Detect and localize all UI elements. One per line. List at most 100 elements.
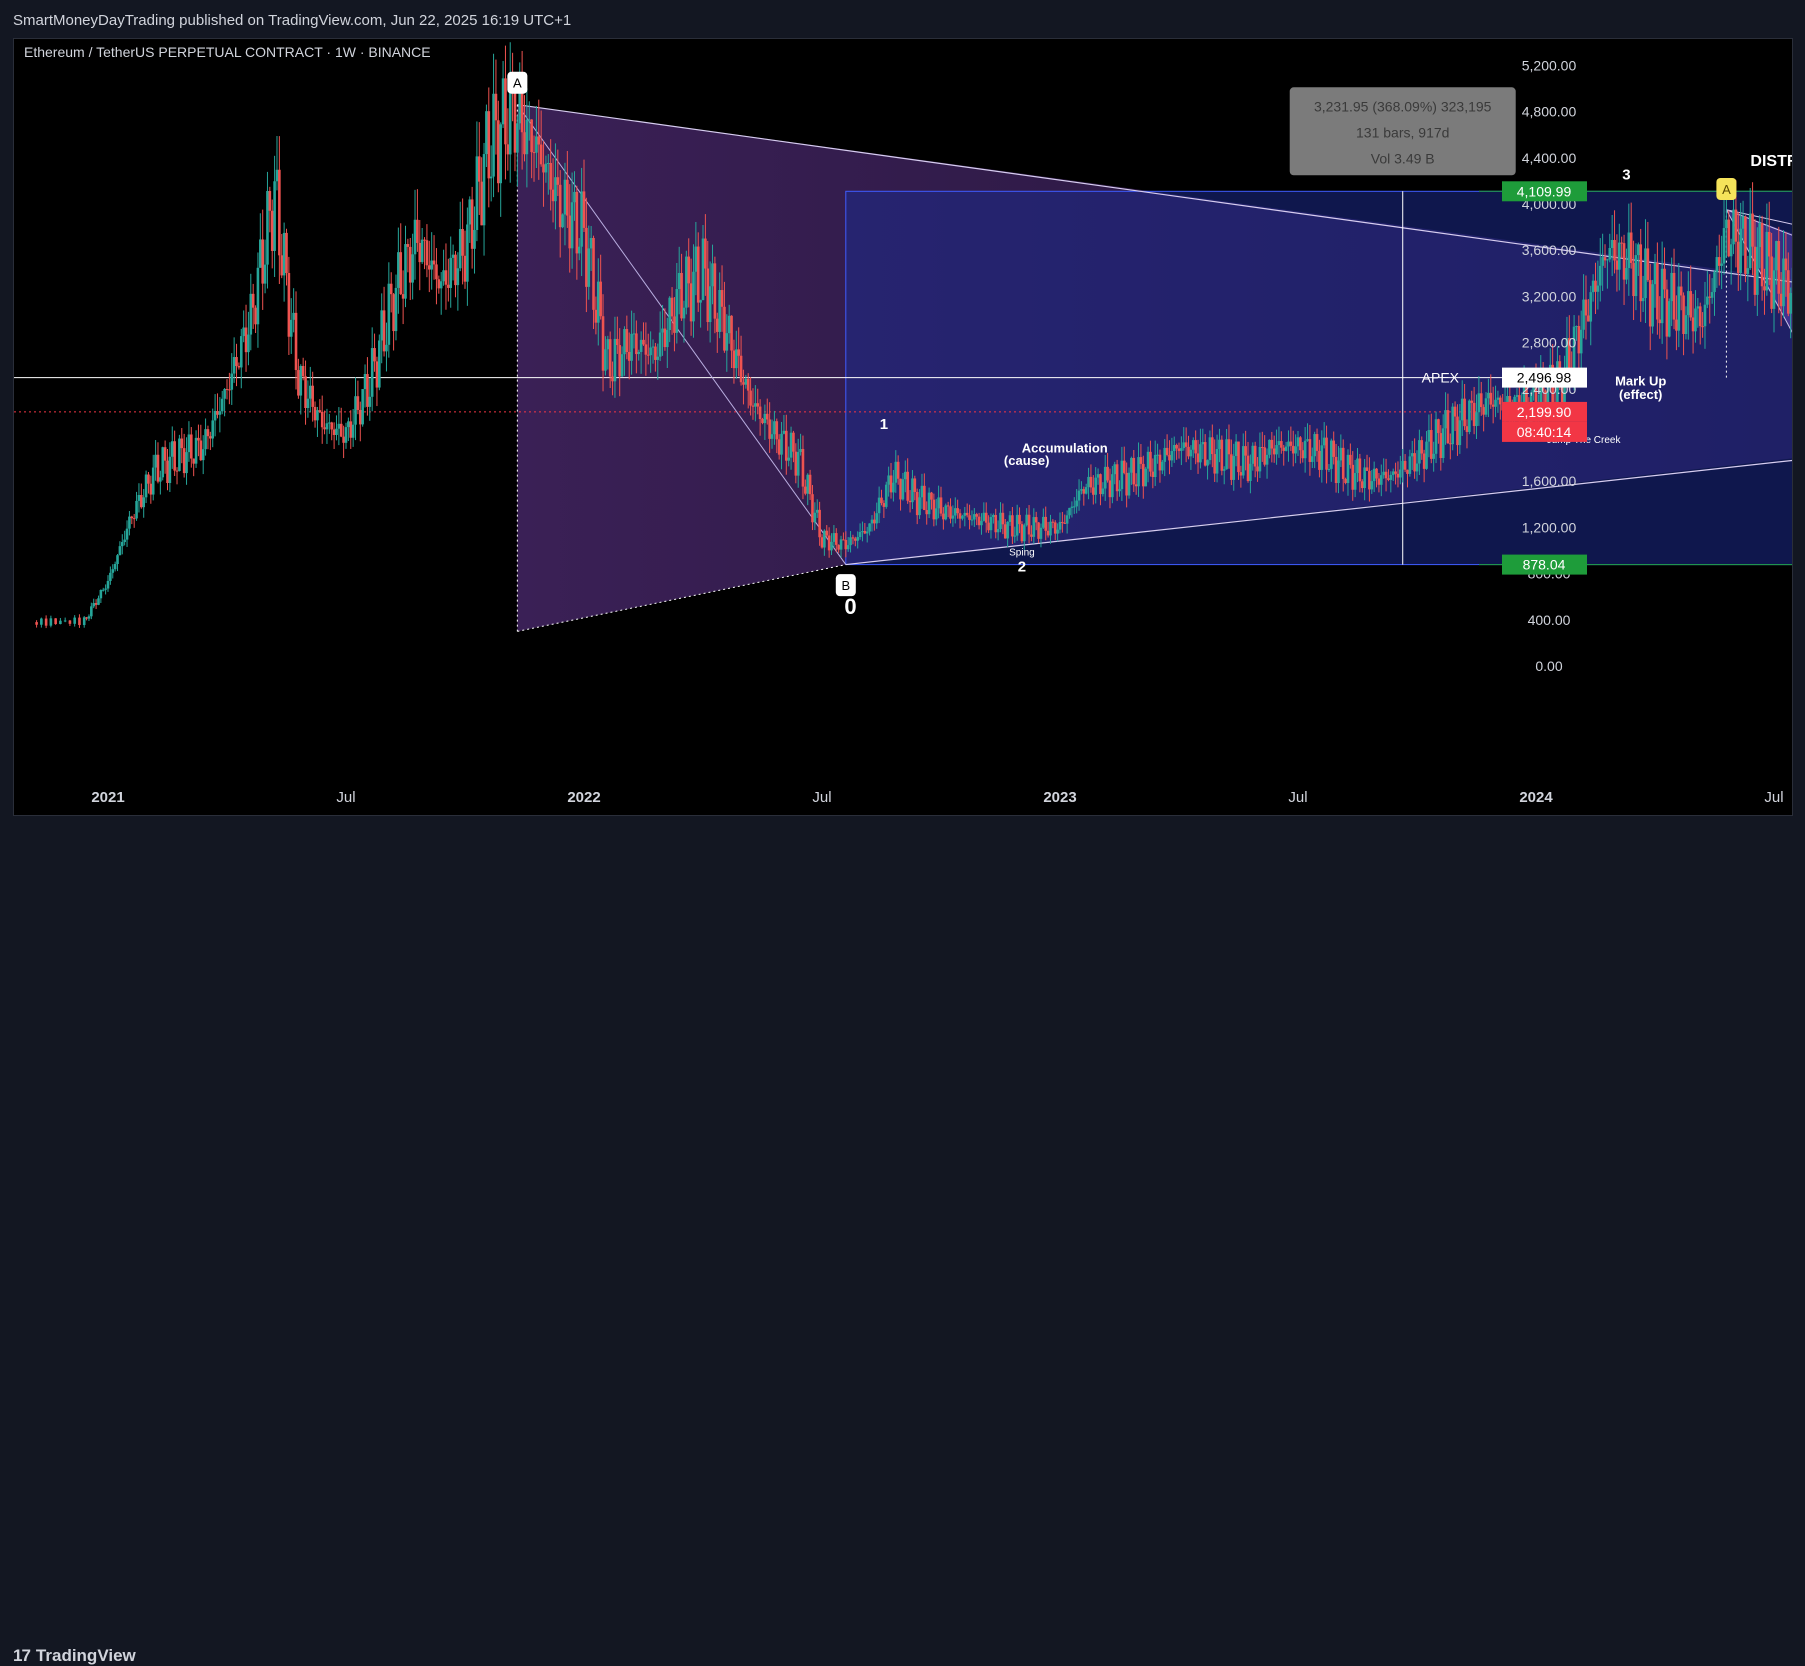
candle-body bbox=[899, 479, 902, 500]
candle-body bbox=[261, 239, 264, 283]
candle-body bbox=[230, 374, 233, 390]
candle-body bbox=[247, 335, 250, 353]
candle-body bbox=[554, 177, 557, 201]
candle-body bbox=[599, 282, 602, 317]
candle-body bbox=[856, 537, 859, 541]
candle-body bbox=[1789, 293, 1792, 314]
candle-body bbox=[1382, 472, 1385, 475]
candle-body bbox=[1749, 214, 1752, 269]
candle-body bbox=[797, 452, 800, 476]
candle-body bbox=[1271, 440, 1274, 449]
candle-body bbox=[1463, 399, 1466, 427]
candle-body bbox=[1075, 501, 1078, 507]
candle-body bbox=[371, 348, 374, 397]
candle-body bbox=[578, 247, 581, 254]
price-label-text: 2,199.90 bbox=[1517, 404, 1572, 420]
candle-body bbox=[402, 294, 405, 299]
candle-body bbox=[1680, 287, 1683, 296]
candle-body bbox=[1416, 464, 1419, 472]
candle-body bbox=[861, 531, 864, 532]
candle-body bbox=[445, 270, 448, 284]
candle-body bbox=[809, 475, 812, 494]
candle-body bbox=[452, 255, 455, 258]
candle-body bbox=[1397, 474, 1400, 478]
candle-body bbox=[454, 255, 457, 285]
candle-body bbox=[1366, 467, 1369, 470]
measure-change: 3,231.95 (368.09%) 323,195 bbox=[1314, 98, 1492, 114]
candle-body bbox=[161, 447, 164, 477]
candle-body bbox=[1313, 434, 1316, 456]
candle-body bbox=[602, 316, 605, 370]
candle-body bbox=[1180, 448, 1183, 451]
candle-body bbox=[252, 294, 255, 308]
candle-body bbox=[1328, 469, 1331, 470]
candle-body bbox=[1021, 524, 1024, 541]
price-chart[interactable]: 3,231.95 (368.09%) 323,195 131 bars, 917d… bbox=[14, 39, 1792, 815]
candle-body bbox=[828, 536, 831, 551]
candle-body bbox=[123, 540, 126, 542]
candle-body bbox=[1368, 471, 1371, 490]
candle-body bbox=[866, 532, 869, 534]
candle-body bbox=[1047, 531, 1050, 536]
candle-body bbox=[671, 298, 674, 317]
apex-label: APEX bbox=[1422, 370, 1460, 386]
tradingview-logo[interactable]: 17 TradingView bbox=[13, 1646, 136, 1666]
candle-body bbox=[1430, 430, 1433, 459]
candle-body bbox=[121, 542, 124, 546]
candle-body bbox=[1237, 442, 1240, 473]
candle-body bbox=[1768, 232, 1771, 257]
candle-body bbox=[169, 457, 172, 483]
candle-body bbox=[188, 434, 191, 452]
candle-body bbox=[1394, 471, 1397, 473]
candle-body bbox=[1006, 522, 1009, 539]
candle-body bbox=[909, 501, 912, 502]
candle-body bbox=[1330, 441, 1333, 469]
candle-body bbox=[923, 486, 926, 510]
candle-body bbox=[1135, 484, 1138, 486]
candle-body bbox=[1282, 448, 1285, 451]
candle-body bbox=[1720, 264, 1723, 266]
candle-body bbox=[1168, 455, 1171, 460]
candle-body bbox=[997, 529, 1000, 532]
candle-body bbox=[1287, 442, 1290, 447]
candle-body bbox=[1116, 464, 1119, 491]
candle-body bbox=[878, 498, 881, 514]
candle-body bbox=[635, 333, 638, 354]
candle-body bbox=[1658, 320, 1661, 324]
candle-body bbox=[633, 333, 636, 334]
chart-panel[interactable]: 3,231.95 (368.09%) 323,195 131 bars, 917d… bbox=[13, 38, 1793, 816]
measure-bars: 131 bars, 917d bbox=[1356, 124, 1449, 140]
candle-body bbox=[1649, 280, 1652, 326]
pattern-point-label: B bbox=[841, 578, 850, 593]
candle-body bbox=[1090, 477, 1093, 488]
candle-body bbox=[875, 513, 878, 523]
candle-body bbox=[1758, 223, 1761, 247]
candle-body bbox=[516, 123, 519, 152]
candle-body bbox=[818, 510, 821, 537]
candle-body bbox=[140, 495, 143, 507]
candle-body bbox=[1613, 240, 1616, 261]
candle-body bbox=[395, 288, 398, 331]
candle-body bbox=[1647, 248, 1650, 280]
candle-body bbox=[354, 396, 357, 424]
candle-body bbox=[652, 347, 655, 348]
candle-body bbox=[699, 300, 702, 302]
candle-body bbox=[714, 263, 717, 318]
candle-body bbox=[704, 239, 707, 269]
candle-body bbox=[1742, 216, 1745, 228]
candle-body bbox=[1499, 398, 1502, 405]
candle-body bbox=[133, 518, 136, 519]
price-label-text: 2,496.98 bbox=[1517, 370, 1572, 386]
candle-body bbox=[1042, 517, 1045, 528]
candle-body bbox=[842, 539, 845, 540]
candle-body bbox=[1701, 326, 1704, 327]
candle-body bbox=[1682, 295, 1685, 334]
candle-body bbox=[1578, 326, 1581, 353]
candle-body bbox=[1318, 451, 1321, 470]
candle-body bbox=[730, 316, 733, 351]
candle-body bbox=[597, 282, 600, 323]
chart-annotation: 2 bbox=[1018, 558, 1026, 575]
candle-body bbox=[1470, 401, 1473, 403]
publish-info: SmartMoneyDayTrading published on Tradin… bbox=[13, 12, 571, 29]
candle-body bbox=[683, 308, 686, 319]
